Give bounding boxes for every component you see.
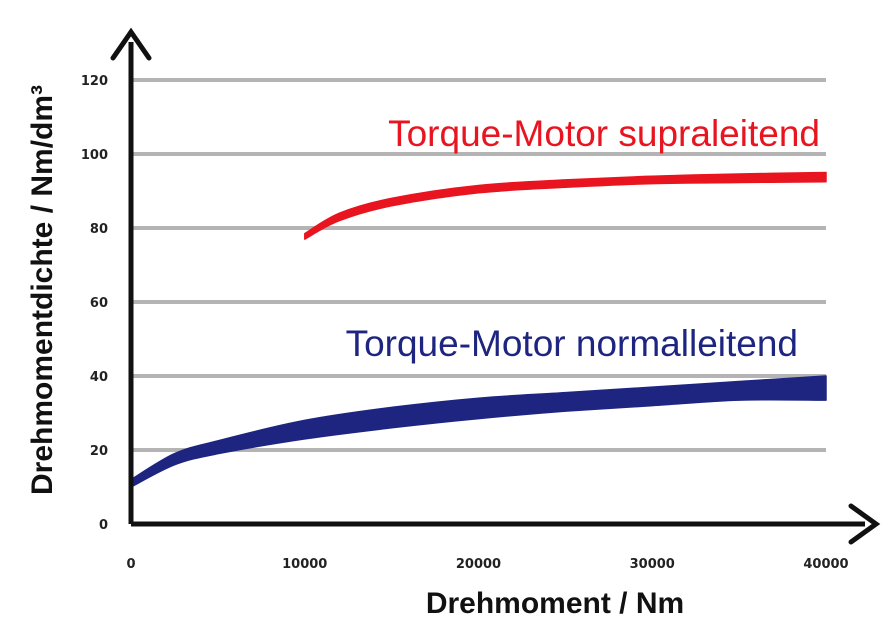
y-axis-arrow-icon bbox=[110, 27, 152, 61]
y-tick-label: 60 bbox=[90, 296, 108, 311]
x-tick-label: 40000 bbox=[803, 557, 848, 572]
series-labels: Torque-Motor supraleitend Torque-Motor no… bbox=[346, 113, 820, 364]
y-tick-label: 40 bbox=[90, 370, 108, 385]
series-bands bbox=[130, 171, 827, 488]
x-tick-label: 20000 bbox=[456, 557, 501, 572]
y-tick-label: 100 bbox=[81, 148, 108, 163]
series-label-normalleitend: Torque-Motor normalleitend bbox=[346, 323, 798, 364]
gridlines bbox=[131, 78, 826, 452]
x-axis-title: Drehmoment / Nm bbox=[426, 587, 684, 620]
x-tick-label: 0 bbox=[126, 557, 135, 572]
y-axis-title: Drehmomentdichte / Nm/dm³ bbox=[26, 85, 59, 495]
x-axis-arrow-icon bbox=[848, 503, 881, 545]
y-tick-label: 20 bbox=[90, 444, 108, 459]
axes bbox=[110, 27, 881, 545]
series-label-supraleitend: Torque-Motor supraleitend bbox=[388, 113, 820, 154]
series-band-supraleitend bbox=[304, 171, 827, 240]
y-tick-label: 120 bbox=[81, 74, 108, 89]
y-tick-label: 0 bbox=[99, 518, 108, 533]
y-tick-label: 80 bbox=[90, 222, 108, 237]
x-tick-label: 30000 bbox=[630, 557, 675, 572]
series-band-normalleitend bbox=[130, 375, 827, 488]
x-tick-label: 10000 bbox=[282, 557, 327, 572]
tick-labels: 0 20 40 60 80 100 120 0 10000 20000 30000 40000 bbox=[81, 74, 849, 572]
